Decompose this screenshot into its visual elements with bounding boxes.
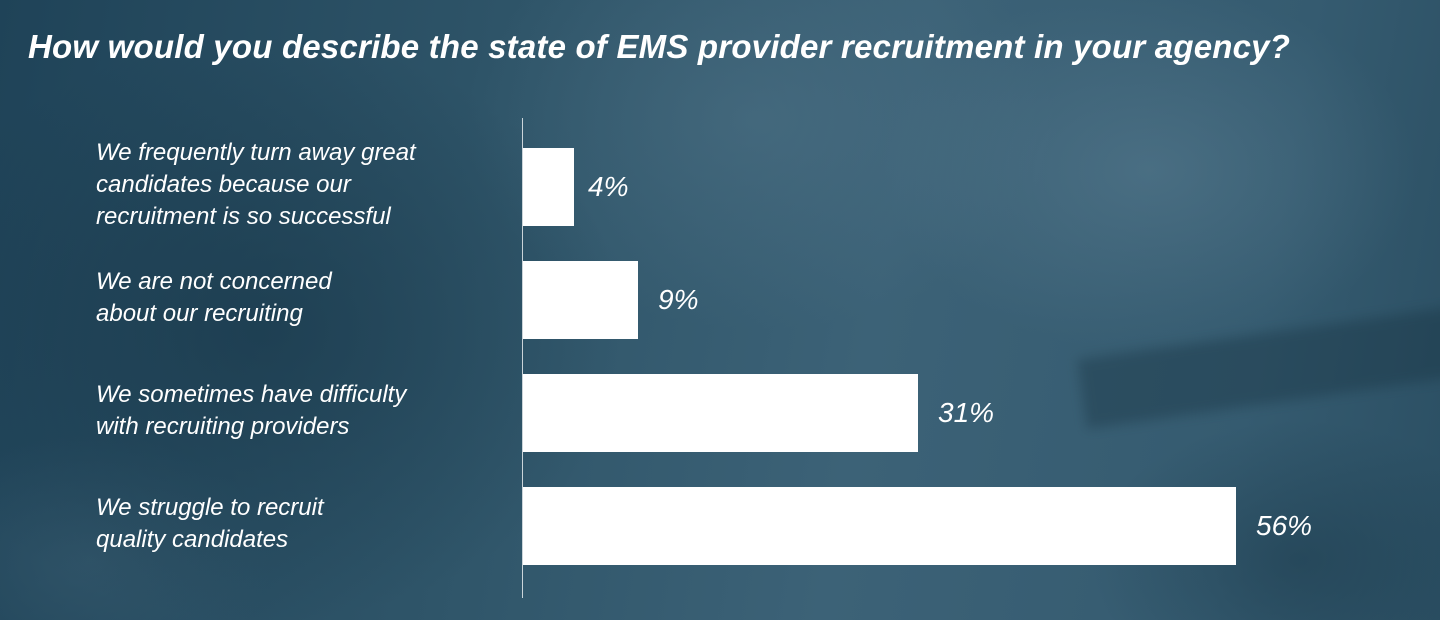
category-label: We struggle to recruit quality candidate… <box>96 494 324 553</box>
bar <box>523 487 1236 565</box>
value-label: 4% <box>588 171 629 202</box>
value-label: 9% <box>658 284 699 315</box>
category-label: We frequently turn away great candidates… <box>96 139 416 230</box>
bar <box>523 374 918 452</box>
bar <box>523 261 638 339</box>
bar <box>523 148 574 226</box>
value-label: 56% <box>1256 510 1313 541</box>
category-label: We sometimes have difficulty with recrui… <box>96 381 407 440</box>
chart-title: How would you describe the state of EMS … <box>28 28 1291 65</box>
y-axis-line <box>522 118 523 598</box>
category-label: We are not concerned about our recruitin… <box>96 268 332 327</box>
value-label: 31% <box>938 397 995 428</box>
